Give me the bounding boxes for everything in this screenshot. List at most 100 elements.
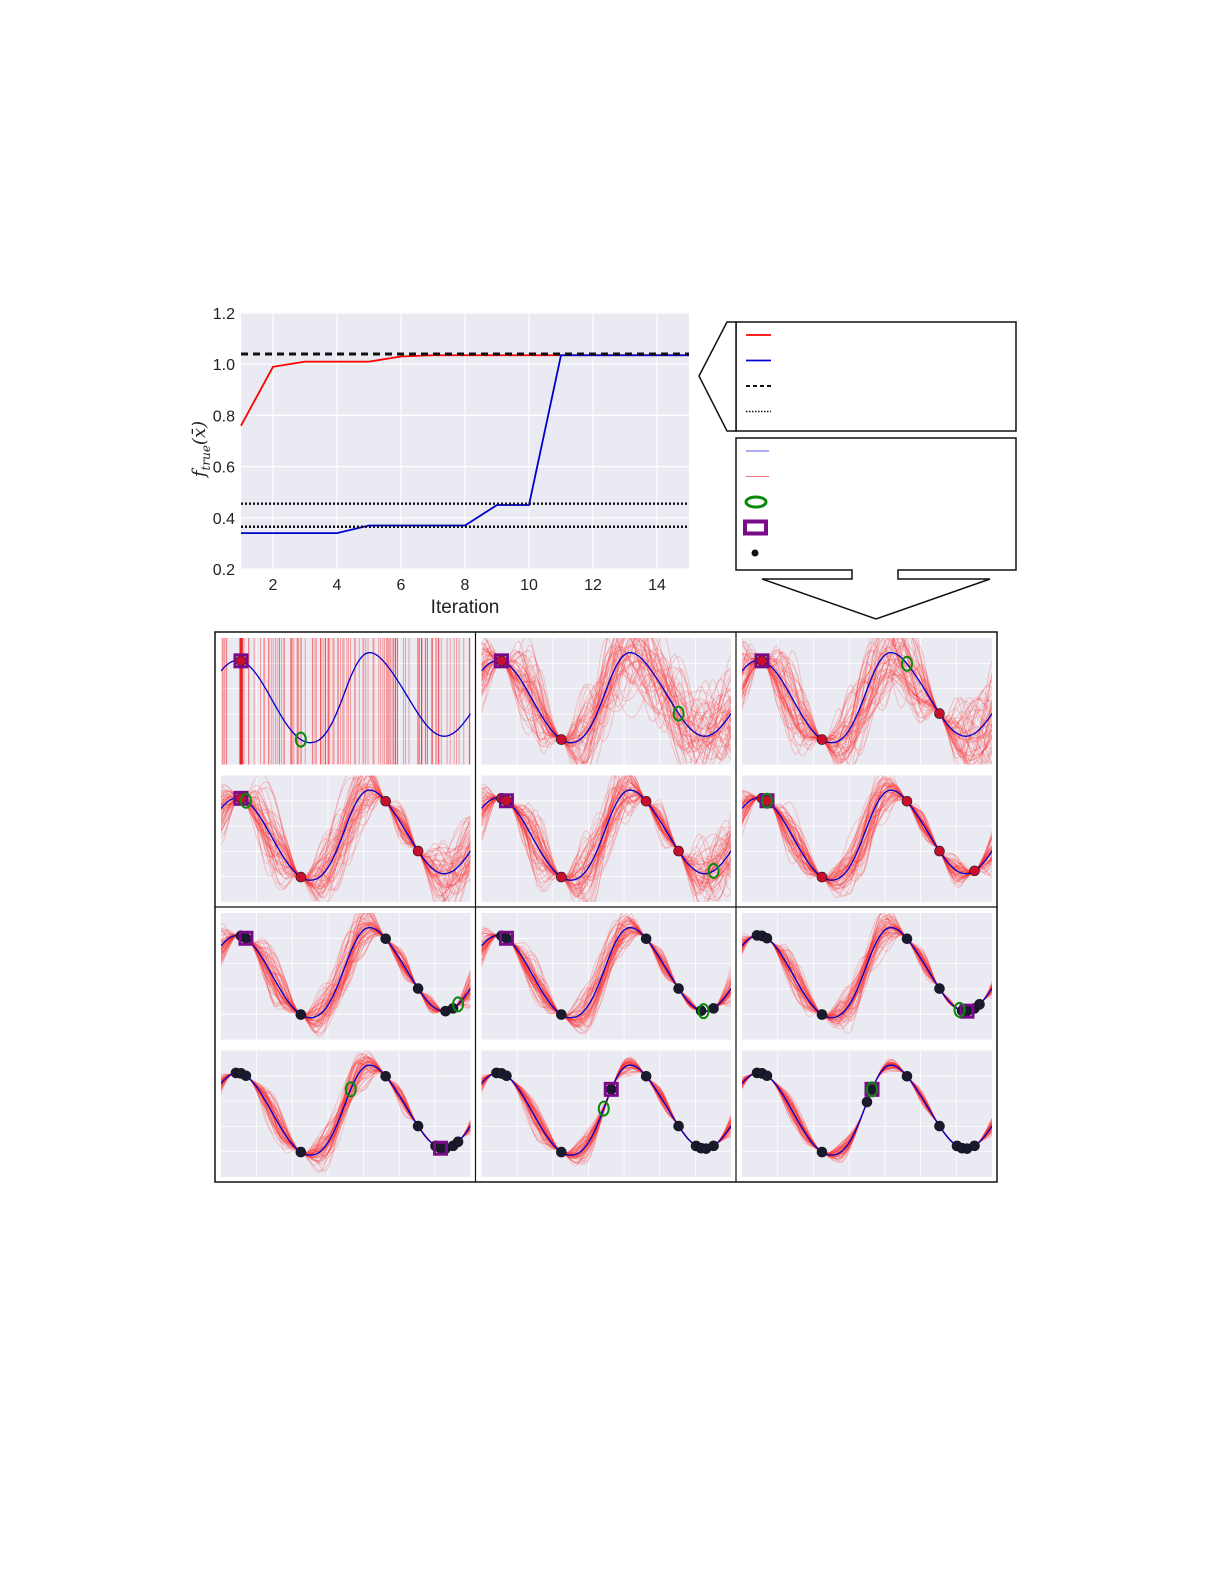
posterior-sample bbox=[742, 783, 992, 880]
posterior-sample bbox=[742, 660, 992, 762]
x-tick-label: 10 bbox=[520, 577, 538, 594]
posterior-sample bbox=[481, 932, 731, 1024]
posterior-sample bbox=[221, 789, 471, 889]
posterior-sample bbox=[742, 654, 992, 758]
posterior-sample bbox=[221, 921, 471, 1018]
posterior-sample bbox=[221, 797, 471, 902]
next-ring-marker bbox=[597, 1100, 610, 1117]
best-square-marker bbox=[754, 653, 770, 669]
legend-bottom-box bbox=[735, 437, 1017, 620]
posterior-sample bbox=[742, 794, 992, 899]
panel bbox=[742, 1050, 992, 1177]
observation-point bbox=[934, 1120, 945, 1132]
posterior-sample bbox=[742, 796, 992, 886]
posterior-sample bbox=[221, 931, 471, 1022]
posterior-sample bbox=[742, 792, 992, 892]
posterior-sample bbox=[481, 930, 731, 1021]
posterior-sample bbox=[481, 638, 731, 744]
y-axis-title-arg: (x̄) bbox=[189, 421, 210, 445]
posterior-sample bbox=[481, 649, 731, 765]
panel-background bbox=[742, 1050, 992, 1177]
true-function bbox=[221, 1064, 471, 1156]
panel-background bbox=[742, 638, 992, 765]
posterior-sample bbox=[221, 789, 471, 879]
observation-point bbox=[240, 1070, 252, 1082]
posterior-sample bbox=[221, 789, 471, 888]
posterior-sample bbox=[221, 913, 471, 1016]
posterior-sample bbox=[742, 641, 992, 765]
posterior-sample bbox=[742, 918, 992, 1018]
posterior-sample bbox=[221, 917, 471, 1017]
posterior-sample bbox=[742, 793, 992, 879]
posterior-sample bbox=[742, 913, 992, 1016]
posterior-sample bbox=[481, 795, 731, 886]
posterior-sample bbox=[221, 777, 471, 889]
posterior-sample bbox=[481, 796, 731, 896]
posterior-sample bbox=[221, 921, 471, 1017]
posterior-sample bbox=[221, 793, 471, 902]
observation-point bbox=[556, 734, 567, 745]
x-tick-label: 4 bbox=[333, 577, 342, 594]
posterior-sample bbox=[742, 638, 992, 757]
posterior-sample bbox=[481, 775, 731, 888]
posterior-sample bbox=[481, 775, 731, 892]
posterior-samples bbox=[221, 775, 471, 902]
posterior-sample bbox=[481, 657, 731, 749]
posterior-sample bbox=[481, 913, 731, 1018]
observation-point bbox=[756, 655, 768, 667]
posterior-sample bbox=[481, 918, 731, 1026]
posterior-sample bbox=[742, 778, 992, 883]
posterior-sample bbox=[221, 796, 471, 887]
x-tick-label: 6 bbox=[397, 577, 406, 594]
posterior-sample bbox=[742, 638, 992, 741]
posterior-sample bbox=[742, 916, 992, 1018]
observation-point bbox=[673, 983, 684, 994]
posterior-sample bbox=[221, 928, 471, 1025]
x-tick-label: 14 bbox=[648, 577, 666, 594]
observation-point bbox=[708, 1140, 719, 1152]
posterior-sample bbox=[481, 638, 731, 765]
posterior-sample bbox=[742, 784, 992, 883]
posterior-sample bbox=[742, 638, 992, 764]
legend-top bbox=[698, 321, 1017, 432]
panel bbox=[481, 913, 731, 1040]
next-ring-marker bbox=[239, 792, 252, 809]
observation-point bbox=[640, 795, 652, 807]
posterior-sample bbox=[742, 790, 992, 888]
observation-point bbox=[380, 933, 391, 945]
panel bbox=[742, 775, 992, 902]
posterior-samples bbox=[742, 638, 992, 765]
panel-background bbox=[481, 775, 731, 902]
posterior-sample bbox=[221, 922, 471, 1018]
y-tick-label: 0.2 bbox=[213, 562, 235, 579]
true-function bbox=[742, 926, 992, 1019]
panel-background bbox=[742, 913, 992, 1040]
posterior-sample bbox=[742, 791, 992, 879]
posterior-sample bbox=[742, 918, 992, 1017]
posterior-sample bbox=[481, 652, 731, 764]
posterior-sample bbox=[221, 796, 471, 879]
observation-point bbox=[380, 1070, 391, 1082]
posterior-sample bbox=[742, 778, 992, 884]
posterior-sample bbox=[742, 783, 992, 892]
panel bbox=[481, 1050, 731, 1177]
posterior-sample bbox=[742, 795, 992, 894]
posterior-sample bbox=[481, 775, 731, 895]
observation-point bbox=[934, 983, 945, 994]
posterior-sample bbox=[221, 926, 471, 1033]
posterior-sample bbox=[481, 638, 731, 765]
y-axis-title-sub: true bbox=[199, 445, 213, 470]
posterior-sample bbox=[742, 638, 992, 750]
posterior-sample bbox=[481, 796, 731, 895]
posterior-sample bbox=[481, 785, 731, 892]
posterior-sample bbox=[481, 654, 731, 765]
observation-point bbox=[761, 1070, 773, 1082]
posterior-sample bbox=[481, 775, 731, 881]
posterior-sample bbox=[481, 648, 731, 743]
posterior-sample bbox=[221, 775, 471, 895]
posterior-sample bbox=[481, 934, 731, 1030]
posterior-sample bbox=[481, 931, 731, 1026]
posterior-sample bbox=[742, 783, 992, 880]
legend-bottom-swatch-dot bbox=[751, 549, 759, 557]
